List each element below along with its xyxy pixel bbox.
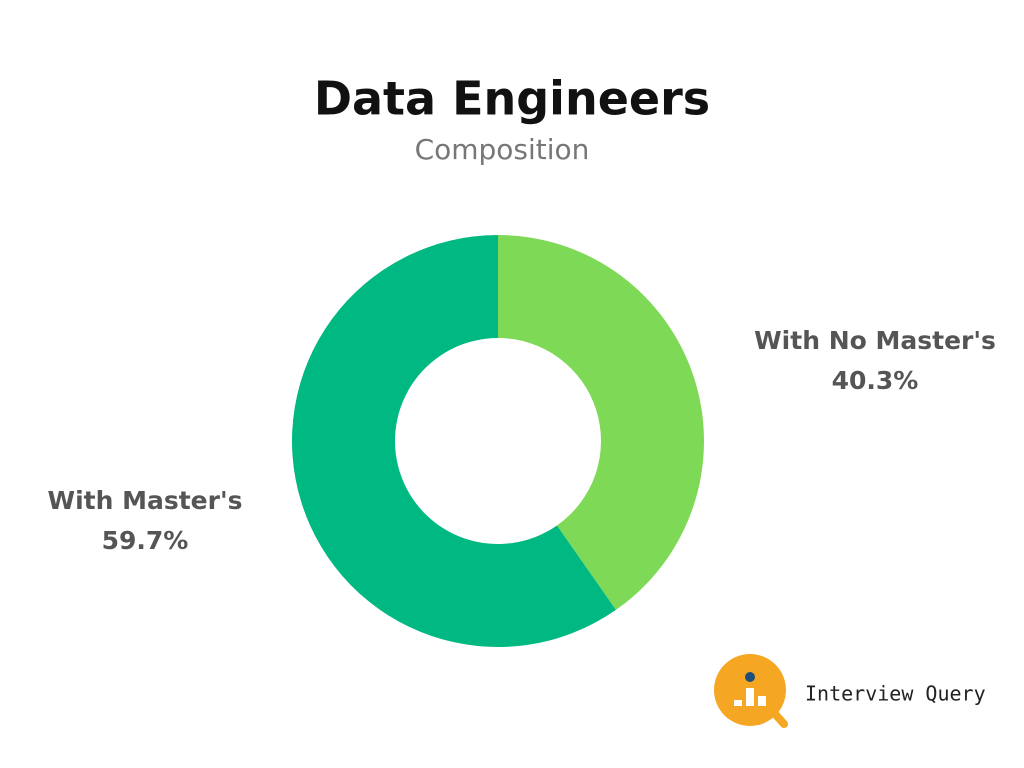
logo-bar bbox=[746, 688, 754, 706]
logo bbox=[714, 654, 788, 728]
donut-slice bbox=[498, 235, 705, 610]
brand-name: Interview Query bbox=[805, 682, 986, 706]
slice-label: With No Master's bbox=[754, 326, 996, 355]
slice-value-label: 40.3% bbox=[832, 366, 919, 395]
chart-title: Data Engineers bbox=[314, 72, 710, 126]
slice-label: With Master's bbox=[48, 486, 243, 515]
donut-slice bbox=[292, 235, 616, 647]
logo-bar bbox=[734, 700, 742, 706]
slice-value-label: 59.7% bbox=[102, 526, 189, 555]
logo-bar bbox=[758, 696, 766, 706]
logo-dot bbox=[745, 672, 755, 682]
chart-subtitle: Composition bbox=[415, 133, 590, 166]
